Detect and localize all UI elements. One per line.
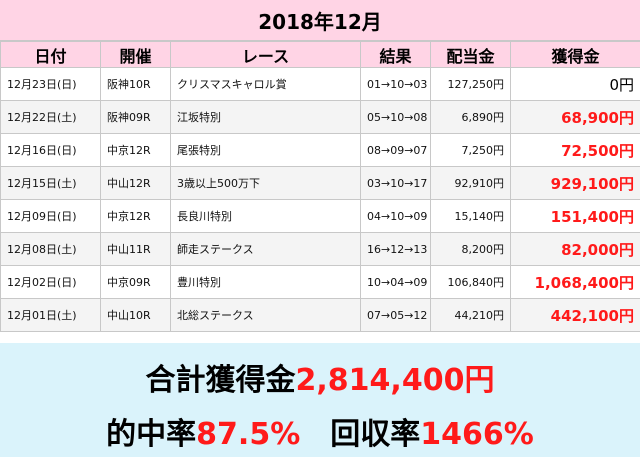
cell-venue: 中京12R (100, 199, 171, 233)
total-earned-label: 合計獲得金 (145, 363, 296, 398)
cell-result: 04→10→09 (360, 199, 431, 233)
cell-payout: 8,200円 (430, 232, 511, 266)
cell-result: 16→12→13 (360, 232, 431, 266)
cell-date: 12月23日(日) (0, 67, 101, 101)
cell-payout: 15,140円 (430, 199, 511, 233)
hit-rate-value: 87.5% (196, 417, 301, 452)
table-row: 12月16日(日) 中京12R 尾張特別 08→09→07 7,250円 72,500円 (0, 133, 640, 167)
cell-earned: 442,100円 (510, 298, 640, 332)
cell-race: 師走ステークス (170, 232, 361, 266)
cell-payout: 127,250円 (430, 67, 511, 101)
table-row: 12月22日(土) 阪神09R 江坂特別 05→10→08 6,890円 68,900円 (0, 100, 640, 134)
results-table: 日付 開催 レース 結果 配当金 獲得金 12月23日(日) 阪神10R クリスマス… (0, 41, 640, 332)
column-header-earned: 獲得金 (510, 41, 640, 68)
cell-result: 07→05→12 (360, 298, 431, 332)
table-row: 12月15日(土) 中山12R 3歳以上500万下 03→10→17 92,910円 92… (0, 166, 640, 200)
cell-venue: 阪神09R (100, 100, 171, 134)
cell-result: 08→09→07 (360, 133, 431, 167)
hit-rate-label: 的中率 (106, 417, 197, 452)
cell-date: 12月08日(土) (0, 232, 101, 266)
table-row: 12月08日(土) 中山11R 師走ステークス 16→12→13 8,200円 82,00… (0, 232, 640, 266)
cell-venue: 中京09R (100, 265, 171, 299)
cell-earned: 151,400円 (510, 199, 640, 233)
cell-earned: 68,900円 (510, 100, 640, 134)
column-header-race: レース (170, 41, 361, 68)
cell-earned: 929,100円 (510, 166, 640, 200)
cell-earned: 1,068,400円 (510, 265, 640, 299)
cell-payout: 106,840円 (430, 265, 511, 299)
cell-date: 12月16日(日) (0, 133, 101, 167)
column-header-payout: 配当金 (430, 41, 511, 68)
cell-venue: 中山11R (100, 232, 171, 266)
table-row: 12月09日(日) 中京12R 長良川特別 04→10→09 15,140円 151,40… (0, 199, 640, 233)
return-rate-value: 1466% (420, 417, 534, 452)
cell-earned: 0円 (510, 67, 640, 101)
summary-panel: 合計獲得金2,814,400円 的中率87.5% 回収率1466% (0, 343, 640, 457)
cell-race: 3歳以上500万下 (170, 166, 361, 200)
cell-earned: 82,000円 (510, 232, 640, 266)
cell-race: クリスマスキャロル賞 (170, 67, 361, 101)
cell-result: 01→10→03 (360, 67, 431, 101)
cell-venue: 中山12R (100, 166, 171, 200)
cell-race: 北総ステークス (170, 298, 361, 332)
cell-payout: 44,210円 (430, 298, 511, 332)
table-row: 12月01日(土) 中山10R 北総ステークス 07→05→12 44,210円 442,… (0, 298, 640, 332)
cell-race: 江坂特別 (170, 100, 361, 134)
cell-result: 05→10→08 (360, 100, 431, 134)
cell-venue: 中京12R (100, 133, 171, 167)
table-row: 12月23日(日) 阪神10R クリスマスキャロル賞 01→10→03 127,250円… (0, 67, 640, 101)
cell-date: 12月22日(土) (0, 100, 101, 134)
cell-payout: 92,910円 (430, 166, 511, 200)
return-rate-label: 回収率 (330, 417, 421, 452)
rates-line: 的中率87.5% 回収率1466% (0, 409, 640, 453)
cell-date: 12月01日(土) (0, 298, 101, 332)
total-earned-line: 合計獲得金2,814,400円 (0, 355, 640, 399)
table-row: 12月02日(日) 中京09R 豊川特別 10→04→09 106,840円 1,068,… (0, 265, 640, 299)
page-title: 2018年12月 (0, 0, 640, 41)
cell-date: 12月15日(土) (0, 166, 101, 200)
cell-payout: 6,890円 (430, 100, 511, 134)
cell-race: 豊川特別 (170, 265, 361, 299)
cell-result: 10→04→09 (360, 265, 431, 299)
cell-date: 12月02日(日) (0, 265, 101, 299)
cell-result: 03→10→17 (360, 166, 431, 200)
cell-earned: 72,500円 (510, 133, 640, 167)
column-header-date: 日付 (0, 41, 101, 68)
total-earned-value: 2,814,400円 (295, 363, 495, 398)
cell-payout: 7,250円 (430, 133, 511, 167)
table-header-row: 日付 開催 レース 結果 配当金 獲得金 (0, 41, 640, 68)
cell-date: 12月09日(日) (0, 199, 101, 233)
cell-venue: 中山10R (100, 298, 171, 332)
column-header-result: 結果 (360, 41, 431, 68)
cell-venue: 阪神10R (100, 67, 171, 101)
cell-race: 長良川特別 (170, 199, 361, 233)
column-header-venue: 開催 (100, 41, 171, 68)
cell-race: 尾張特別 (170, 133, 361, 167)
